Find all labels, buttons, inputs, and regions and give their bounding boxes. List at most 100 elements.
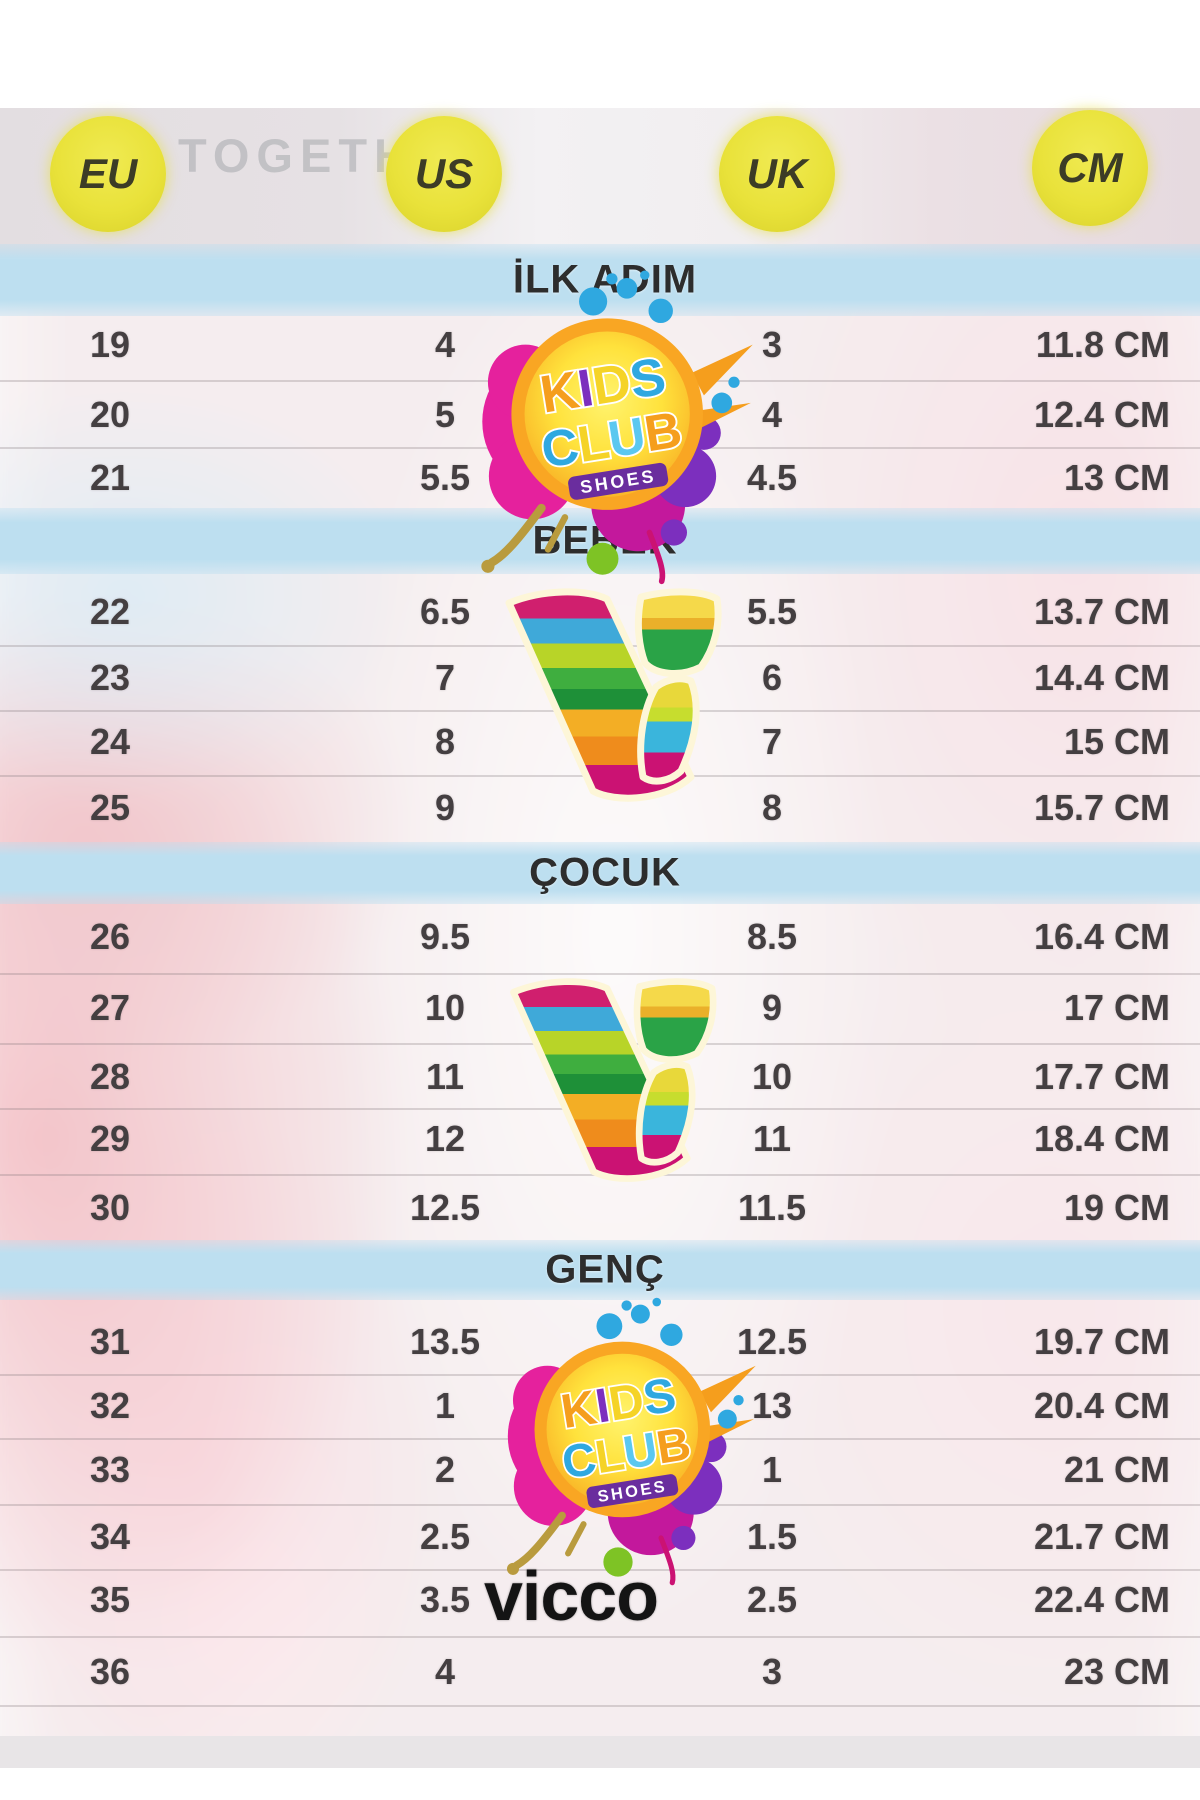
size-cell-cm: 15 CM xyxy=(1063,721,1170,762)
table-row: 31 13.5 12.5 19.7 CM xyxy=(0,1310,1200,1374)
size-cell-uk: 5.5 xyxy=(746,591,798,632)
table-row: 27 10 9 17 CM xyxy=(0,976,1200,1040)
size-cell-us: 5.5 xyxy=(419,457,471,498)
size-cell-eu: 36 xyxy=(89,1651,131,1692)
size-cell-uk: 8.5 xyxy=(746,916,798,957)
size-cell-uk: 4.5 xyxy=(746,457,798,498)
table-row: 30 12.5 11.5 19 CM xyxy=(0,1176,1200,1240)
size-cell-eu: 26 xyxy=(89,916,131,957)
section-title-cocuk: ÇOCUK xyxy=(529,850,681,895)
size-cell-cm: 16.4 CM xyxy=(1033,916,1170,957)
kids-club-logo xyxy=(450,262,755,586)
size-cell-us: 2.5 xyxy=(419,1516,471,1557)
vicco-wordmark: vicco xyxy=(484,1557,659,1635)
table-row: 33 2 1 21 CM xyxy=(0,1438,1200,1502)
size-cell-us: 12 xyxy=(424,1118,466,1159)
table-row: 19 4 3 11.8 CM xyxy=(0,313,1200,377)
vicco-v-logo xyxy=(492,585,724,807)
size-cell-us: 4 xyxy=(434,324,456,365)
table-row: 22 6.5 5.5 13.7 CM xyxy=(0,580,1200,644)
size-cell-cm: 12.4 CM xyxy=(1033,394,1170,435)
column-header-cm-label: CM xyxy=(1057,144,1123,191)
row-divider xyxy=(0,973,1200,975)
size-cell-uk: 7 xyxy=(761,721,783,762)
size-cell-us: 11 xyxy=(425,1056,465,1097)
size-cell-uk: 4 xyxy=(761,394,783,435)
size-cell-cm: 23 CM xyxy=(1063,1651,1170,1692)
column-header-eu: EU xyxy=(50,116,166,232)
table-row: 32 1 13 20.4 CM xyxy=(0,1374,1200,1438)
size-cell-eu: 33 xyxy=(89,1449,131,1490)
size-cell-uk: 8 xyxy=(761,787,783,828)
table-row: 26 9.5 8.5 16.4 CM xyxy=(0,905,1200,969)
table-row: 24 8 7 15 CM xyxy=(0,710,1200,774)
table-row: 25 9 8 15.7 CM xyxy=(0,776,1200,840)
size-cell-cm: 19.7 CM xyxy=(1033,1321,1170,1362)
size-cell-eu: 20 xyxy=(89,394,131,435)
size-cell-uk: 11.5 xyxy=(737,1187,807,1228)
size-cell-us: 9 xyxy=(434,787,456,828)
size-cell-eu: 30 xyxy=(89,1187,131,1228)
table-row: 29 12 11 18.4 CM xyxy=(0,1107,1200,1171)
size-cell-us: 10 xyxy=(424,987,466,1028)
size-cell-uk: 11 xyxy=(752,1118,792,1159)
bottom-white-strip xyxy=(0,1768,1200,1800)
size-cell-eu: 23 xyxy=(89,657,131,698)
size-cell-cm: 15.7 CM xyxy=(1033,787,1170,828)
size-cell-eu: 29 xyxy=(89,1118,131,1159)
column-header-us: US xyxy=(386,116,502,232)
top-gray-band xyxy=(0,108,1200,258)
size-cell-uk: 9 xyxy=(761,987,783,1028)
size-cell-eu: 24 xyxy=(89,721,131,762)
size-cell-us: 6.5 xyxy=(419,591,471,632)
size-cell-uk: 12.5 xyxy=(736,1321,808,1362)
size-cell-cm: 19 CM xyxy=(1063,1187,1170,1228)
size-cell-uk: 3 xyxy=(761,1651,783,1692)
size-cell-eu: 27 xyxy=(89,987,131,1028)
size-cell-uk: 6 xyxy=(761,657,783,698)
size-cell-us: 3.5 xyxy=(419,1579,471,1620)
column-header-us-label: US xyxy=(414,150,474,197)
size-cell-uk: 10 xyxy=(751,1056,793,1097)
table-row: 35 3.5 2.5 22.4 CM xyxy=(0,1568,1200,1632)
size-cell-cm: 11.8 CM xyxy=(1035,324,1170,365)
size-cell-uk: 13 xyxy=(751,1385,793,1426)
section-band-cocuk: ÇOCUK xyxy=(0,842,1200,904)
size-cell-us: 7 xyxy=(434,657,456,698)
size-cell-us: 13.5 xyxy=(409,1321,481,1362)
size-cell-cm: 18.4 CM xyxy=(1033,1118,1170,1159)
bottom-gray-band xyxy=(0,1736,1200,1770)
size-cell-cm: 21.7 CM xyxy=(1033,1516,1170,1557)
column-header-uk: UK xyxy=(719,116,835,232)
size-cell-uk: 2.5 xyxy=(746,1579,798,1620)
size-cell-eu: 34 xyxy=(89,1516,131,1557)
size-cell-cm: 20.4 CM xyxy=(1033,1385,1170,1426)
section-title-genc: GENÇ xyxy=(545,1247,665,1292)
size-cell-us: 2 xyxy=(434,1449,456,1490)
size-cell-eu: 31 xyxy=(89,1321,131,1362)
size-cell-us: 4 xyxy=(434,1651,456,1692)
table-row: 36 4 3 23 CM xyxy=(0,1640,1200,1704)
size-cell-eu: 35 xyxy=(89,1579,131,1620)
section-band-genc: GENÇ xyxy=(0,1240,1200,1300)
table-row: 23 7 6 14.4 CM xyxy=(0,646,1200,710)
table-row: 28 11 10 17.7 CM xyxy=(0,1045,1200,1109)
size-cell-eu: 22 xyxy=(89,591,131,632)
top-white-strip xyxy=(0,0,1200,110)
size-cell-cm: 13.7 CM xyxy=(1033,591,1170,632)
vicco-v-logo xyxy=(497,975,719,1187)
size-cell-cm: 17.7 CM xyxy=(1033,1056,1170,1097)
size-cell-us: 5 xyxy=(434,394,456,435)
row-divider xyxy=(0,1705,1200,1707)
size-cell-eu: 21 xyxy=(89,457,131,498)
size-cell-cm: 14.4 CM xyxy=(1033,657,1170,698)
size-cell-eu: 32 xyxy=(89,1385,131,1426)
size-cell-us: 9.5 xyxy=(419,916,471,957)
size-cell-cm: 17 CM xyxy=(1063,987,1170,1028)
size-cell-cm: 13 CM xyxy=(1063,457,1170,498)
size-cell-uk: 3 xyxy=(761,324,783,365)
size-cell-us: 12.5 xyxy=(409,1187,481,1228)
table-row: 34 2.5 1.5 21.7 CM xyxy=(0,1505,1200,1569)
size-cell-eu: 19 xyxy=(89,324,131,365)
